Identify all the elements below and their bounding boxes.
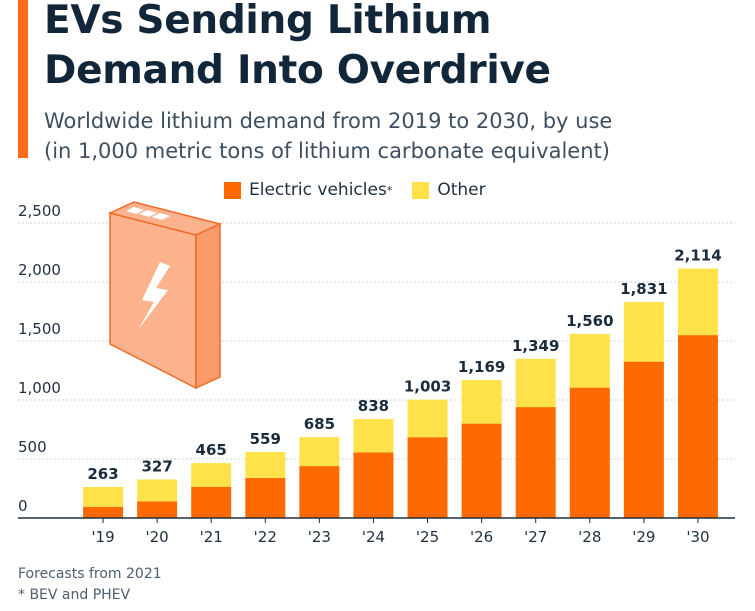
x-tick-label-0: '19 xyxy=(91,528,114,546)
y-tick-label-2000: 2,000 xyxy=(18,261,61,279)
chart-title: EVs Sending Lithium Demand Into Overdriv… xyxy=(44,0,551,96)
bar-other-6 xyxy=(407,399,448,438)
footnote-bev-phev: * BEV and PHEV xyxy=(18,587,131,603)
title-line-2: Demand Into Overdrive xyxy=(44,48,551,93)
bar-other-11 xyxy=(677,268,718,336)
bar-ev-1 xyxy=(137,501,178,518)
bars xyxy=(83,268,718,518)
bar-ev-2 xyxy=(191,486,232,518)
battery-icon xyxy=(107,201,223,390)
x-tick-label-6: '25 xyxy=(416,528,439,546)
bar-ev-6 xyxy=(407,437,448,518)
y-tick-label-1000: 1,000 xyxy=(18,379,61,397)
legend-marker-ev: * xyxy=(386,183,393,197)
total-label-5: 838 xyxy=(358,397,389,415)
bar-ev-5 xyxy=(353,452,394,518)
legend-swatch-other xyxy=(412,181,430,199)
y-tick-label-500: 500 xyxy=(18,438,47,456)
subtitle-line-2: (in 1,000 metric tons of lithium carbona… xyxy=(44,139,610,163)
x-tick-label-4: '23 xyxy=(308,528,331,546)
x-tick-label-10: '29 xyxy=(632,528,655,546)
bar-other-0 xyxy=(83,486,124,507)
total-label-0: 263 xyxy=(87,465,118,483)
total-label-10: 1,831 xyxy=(620,280,667,298)
y-tick-label-0: 0 xyxy=(18,497,28,515)
total-label-2: 465 xyxy=(196,441,227,459)
battery-side-face xyxy=(195,222,221,390)
total-label-1: 327 xyxy=(141,457,172,475)
value-labels: 263 327 465 559 685 838 1,003 1,169 1,349 1,560 1,… xyxy=(87,247,721,483)
bar-ev-10 xyxy=(623,361,664,518)
legend-label-ev: Electric vehicles xyxy=(249,180,387,200)
grid-lines xyxy=(18,222,735,460)
x-tick-label-11: '30 xyxy=(686,528,709,546)
total-label-4: 685 xyxy=(304,415,335,433)
total-label-9: 1,560 xyxy=(566,312,613,330)
total-label-7: 1,169 xyxy=(458,358,505,376)
bar-other-8 xyxy=(515,358,556,408)
battery-cell-3 xyxy=(152,213,170,220)
bar-ev-0 xyxy=(83,506,124,518)
x-tick-label-3: '22 xyxy=(254,528,277,546)
total-label-6: 1,003 xyxy=(404,378,451,396)
bar-other-9 xyxy=(569,333,610,388)
bar-chart: 263 327 465 559 685 838 1,003 1,169 1,349 1,560 1,… xyxy=(18,201,735,546)
bar-other-7 xyxy=(461,380,502,424)
y-tick-label-2500: 2,500 xyxy=(18,202,61,220)
legend-label-other: Other xyxy=(437,180,486,200)
legend-item-ev: Electric vehicles * xyxy=(224,180,392,200)
battery-cell-2 xyxy=(139,210,157,217)
total-label-11: 2,114 xyxy=(674,247,721,265)
x-tick-label-1: '20 xyxy=(146,528,169,546)
bar-other-1 xyxy=(137,479,178,502)
title-line-1: EVs Sending Lithium xyxy=(44,0,492,43)
bar-ev-3 xyxy=(245,477,286,518)
y-tick-label-1500: 1,500 xyxy=(18,320,61,338)
bar-other-3 xyxy=(245,452,286,478)
bar-ev-9 xyxy=(569,387,610,518)
chart-subtitle: Worldwide lithium demand from 2019 to 20… xyxy=(44,106,612,166)
bar-ev-8 xyxy=(515,407,556,518)
bar-other-10 xyxy=(623,301,664,362)
y-axis: 0 500 1,000 1,500 2,000 2,500 xyxy=(18,202,735,519)
subtitle-line-1: Worldwide lithium demand from 2019 to 20… xyxy=(44,109,613,133)
bar-ev-7 xyxy=(461,423,502,518)
x-tick-label-5: '24 xyxy=(362,528,385,546)
x-tick-label-9: '28 xyxy=(578,528,601,546)
battery-cell-1 xyxy=(126,207,144,214)
legend-swatch-ev xyxy=(224,181,241,199)
x-tick-label-8: '27 xyxy=(524,528,547,546)
x-tick-label-2: '21 xyxy=(200,528,223,546)
bar-other-4 xyxy=(299,437,340,467)
bar-ev-11 xyxy=(677,335,718,518)
bar-other-5 xyxy=(353,419,394,453)
legend-item-other: Other xyxy=(412,180,486,200)
legend: Electric vehicles * Other xyxy=(224,180,506,200)
footnote-forecast: Forecasts from 2021 xyxy=(18,566,162,582)
accent-bar xyxy=(18,0,28,158)
x-tick-label-7: '26 xyxy=(470,528,493,546)
bar-ev-4 xyxy=(299,466,340,518)
bar-other-2 xyxy=(191,463,232,487)
x-axis: '19 '20 '21 '22 '23 '24 '25 '26 '27 '28 '29 '30 xyxy=(91,518,710,546)
total-label-3: 559 xyxy=(250,430,281,448)
lightning-bolt-icon xyxy=(138,262,170,330)
total-label-8: 1,349 xyxy=(512,337,559,355)
